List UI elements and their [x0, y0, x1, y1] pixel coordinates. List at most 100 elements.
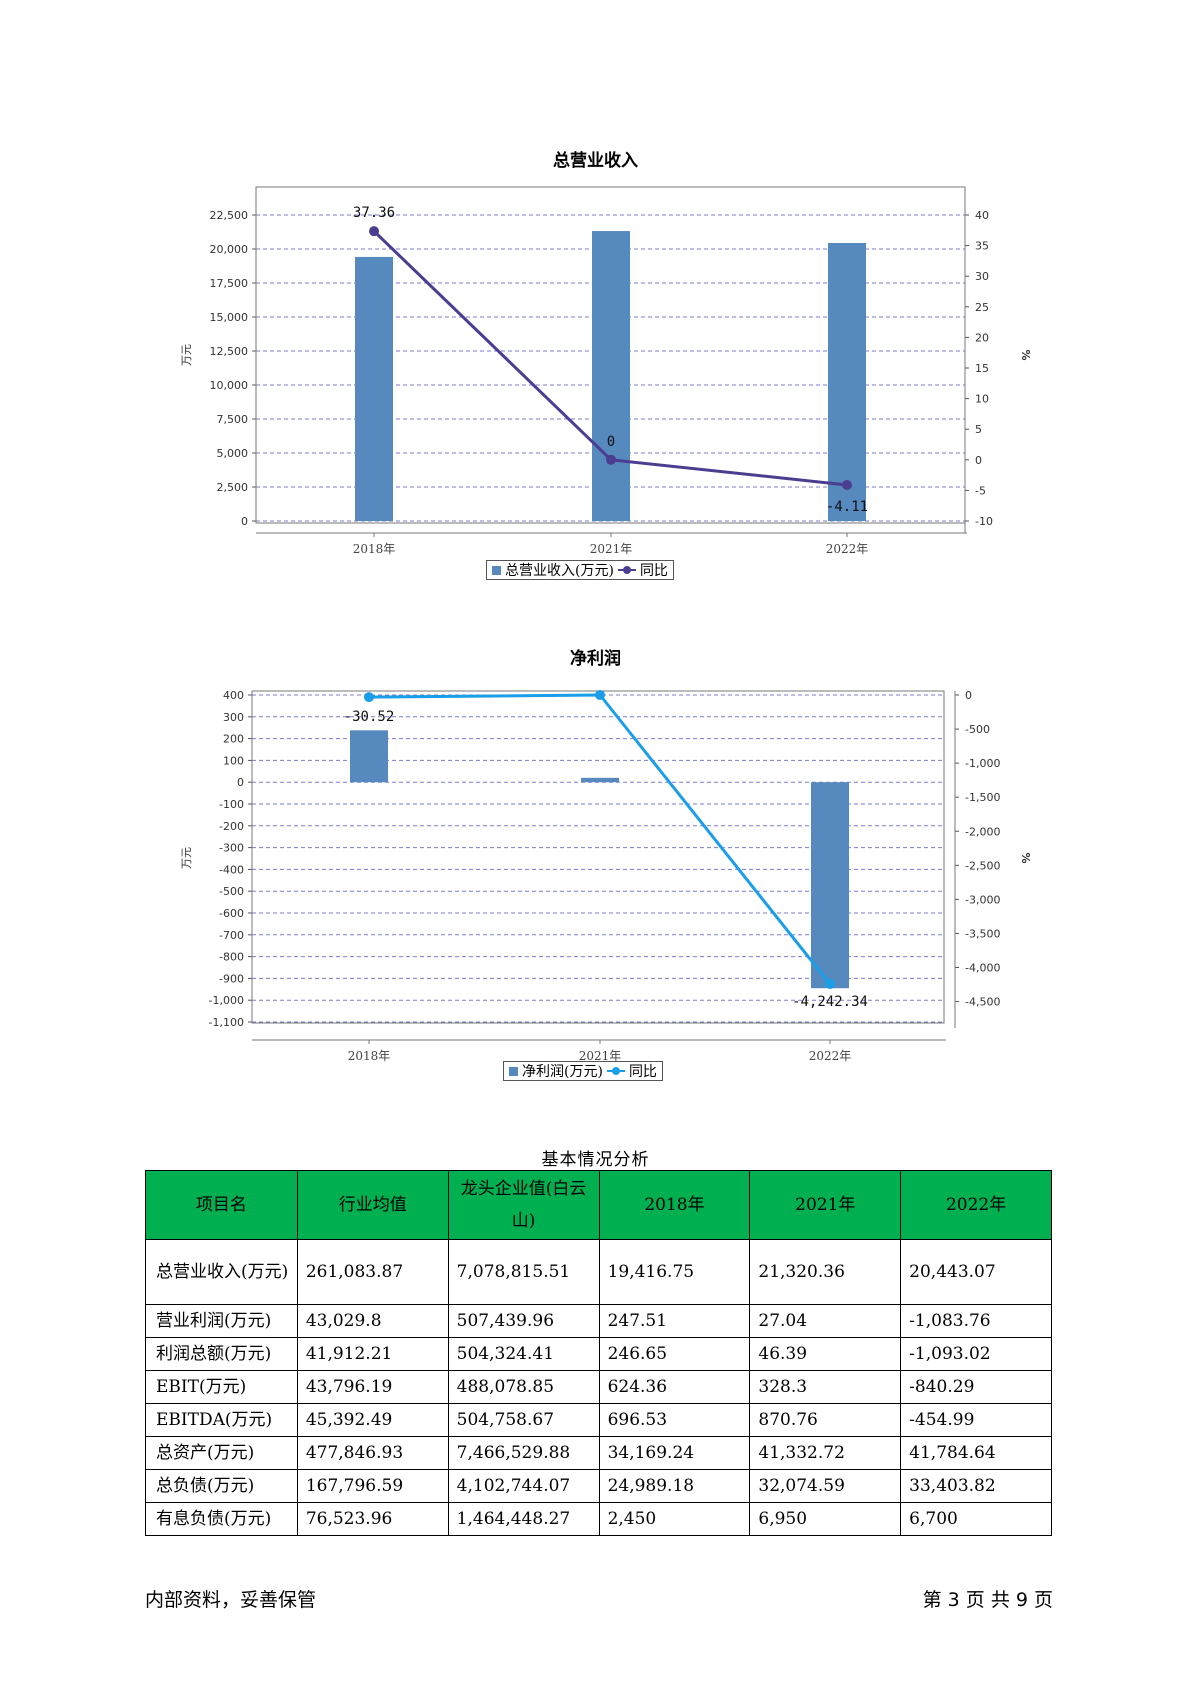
header-cell: 2021年 [749, 1170, 902, 1240]
value-cell: 1,464,448.27 [447, 1502, 600, 1536]
value-cell: 6,700 [900, 1502, 1052, 1536]
bar [811, 782, 849, 989]
footer-page-number: 第 3 页 共 9 页 [922, 1589, 1053, 1611]
chart-title-revenue: 总营业收入 [553, 151, 638, 171]
y2-tick-label: 15 [975, 362, 989, 375]
value-cell: 43,029.8 [296, 1304, 449, 1338]
y-tick-label: -200 [219, 820, 244, 833]
y-tick-label: 7,500 [217, 413, 249, 426]
table-row: 有息负债(万元) 76,523.96 1,464,448.27 2,450 6,950 6… [145, 1502, 1052, 1536]
value-cell: 43,796.19 [296, 1370, 449, 1404]
value-cell: 7,466,529.88 [447, 1436, 600, 1470]
y2-tick-label: -4,500 [965, 996, 1000, 1009]
x-tick-label: 2021年 [579, 1049, 622, 1063]
y2-tick-label: -3,000 [965, 893, 1000, 906]
header-cell: 龙头企业值(白云山) [447, 1170, 600, 1240]
x-tick-label: 2022年 [826, 542, 869, 556]
y2-axis-title: % [1019, 349, 1032, 360]
y-tick-label: 12,500 [210, 345, 249, 358]
y2-tick-label: 0 [965, 689, 972, 702]
legend-item-revenue: 总营业收入(万元) [505, 563, 614, 579]
bar [581, 777, 619, 783]
value-cell: 2,450 [598, 1502, 751, 1536]
y2-tick-label: -10 [975, 515, 993, 528]
y-tick-label: 22,500 [210, 209, 249, 222]
value-cell: -1,093.02 [900, 1337, 1052, 1371]
y2-tick-label: -4,000 [965, 962, 1000, 975]
y-axis-title: 万元 [180, 344, 193, 366]
y-tick-label: 100 [223, 754, 244, 767]
value-cell: 41,912.21 [296, 1337, 449, 1371]
value-cell: -840.29 [900, 1370, 1052, 1404]
value-cell: 696.53 [598, 1403, 751, 1437]
y-tick-label: 20,000 [210, 243, 249, 256]
y-tick-label: 0 [237, 776, 244, 789]
basic-analysis-table: 项目名 行业均值 龙头企业值(白云山) 2018年 2021年 2022年 总营… [145, 1170, 1052, 1536]
value-cell: 261,083.87 [296, 1239, 449, 1305]
data-label: -30.52 [344, 709, 395, 725]
data-label: 0 [607, 434, 615, 450]
yoy-point [606, 454, 616, 465]
y-tick-label: -500 [219, 885, 244, 898]
data-label: -4,242.34 [792, 994, 868, 1010]
yoy-line [368, 693, 832, 985]
y-tick-label: 10,000 [210, 379, 249, 392]
table-row: 营业利润(万元) 43,029.8 507,439.96 247.51 27.04 -1,… [145, 1304, 1052, 1338]
data-label: 37.36 [353, 205, 395, 221]
y2-tick-label: -1,000 [965, 757, 1000, 770]
revenue-chart: 0 2,500 5,000 7,500 10,000 12,500 15,000 17,500… [180, 186, 1032, 556]
table-row: 总负债(万元) 167,796.59 4,102,744.07 24,989.18 32… [145, 1469, 1052, 1503]
row-label-cell: 利润总额(万元) [145, 1337, 298, 1371]
y2-tick-label: -2,500 [965, 859, 1000, 872]
value-cell: 6,950 [749, 1502, 902, 1536]
value-cell: 507,439.96 [447, 1304, 600, 1338]
y-tick-label: -900 [219, 972, 244, 985]
y2-tick-label: -1,500 [965, 791, 1000, 804]
value-cell: 21,320.36 [749, 1239, 902, 1305]
value-cell: 167,796.59 [296, 1469, 449, 1503]
value-cell: 41,332.72 [749, 1436, 902, 1470]
y-tick-label: 17,500 [210, 277, 249, 290]
y-tick-label: -1,100 [209, 1016, 244, 1029]
net-profit-legend: 净利润(万元) 同比 [503, 1061, 663, 1081]
y2-tick-label: 0 [975, 454, 982, 467]
legend-bar-swatch [492, 565, 501, 575]
y-tick-label: -700 [219, 929, 244, 942]
y-tick-label: 0 [241, 515, 248, 528]
y2-tick-label: -3,500 [965, 927, 1000, 940]
net-profit-chart: 400 300 200 100 0 -100 -200 -300 -400 -500 -600 -70… [180, 689, 1032, 1063]
yoy-point [842, 479, 852, 490]
y-tick-label: 400 [223, 689, 244, 702]
x-tick-label: 2021年 [590, 542, 633, 556]
y2-tick-label: 10 [975, 393, 989, 406]
value-cell: 504,758.67 [447, 1403, 600, 1437]
legend-item-yoy: 同比 [628, 1064, 657, 1080]
table-caption: 基本情况分析 [541, 1150, 650, 1170]
yoy-point [364, 692, 374, 703]
y-tick-label: 5,000 [217, 447, 249, 460]
header-cell: 2022年 [900, 1170, 1052, 1240]
table-row: 总资产(万元) 477,846.93 7,466,529.88 34,169.24 41… [145, 1436, 1052, 1470]
table-header-row: 项目名 行业均值 龙头企业值(白云山) 2018年 2021年 2022年 [145, 1170, 1052, 1240]
value-cell: 24,989.18 [598, 1469, 751, 1503]
value-cell: 7,078,815.51 [447, 1239, 600, 1305]
data-label: -4.11 [826, 499, 868, 515]
bar [355, 256, 393, 521]
row-label-cell: 有息负债(万元) [145, 1502, 298, 1536]
value-cell: -1,083.76 [900, 1304, 1052, 1338]
value-cell: 624.36 [598, 1370, 751, 1404]
chart-title-net-profit: 净利润 [570, 649, 621, 669]
y-tick-label: 300 [223, 711, 244, 724]
y2-tick-label: -2,000 [965, 825, 1000, 838]
row-label-cell: 营业利润(万元) [145, 1304, 298, 1338]
y-tick-label: 15,000 [210, 311, 249, 324]
y-tick-label: -300 [219, 842, 244, 855]
value-cell: 34,169.24 [598, 1436, 751, 1470]
y-tick-label: 2,500 [217, 481, 249, 494]
value-cell: 20,443.07 [900, 1239, 1052, 1305]
value-cell: 27.04 [749, 1304, 902, 1338]
y2-tick-label: 35 [975, 240, 989, 253]
header-cell: 项目名 [145, 1170, 298, 1240]
value-cell: 45,392.49 [296, 1403, 449, 1437]
y-tick-label: 200 [223, 733, 244, 746]
